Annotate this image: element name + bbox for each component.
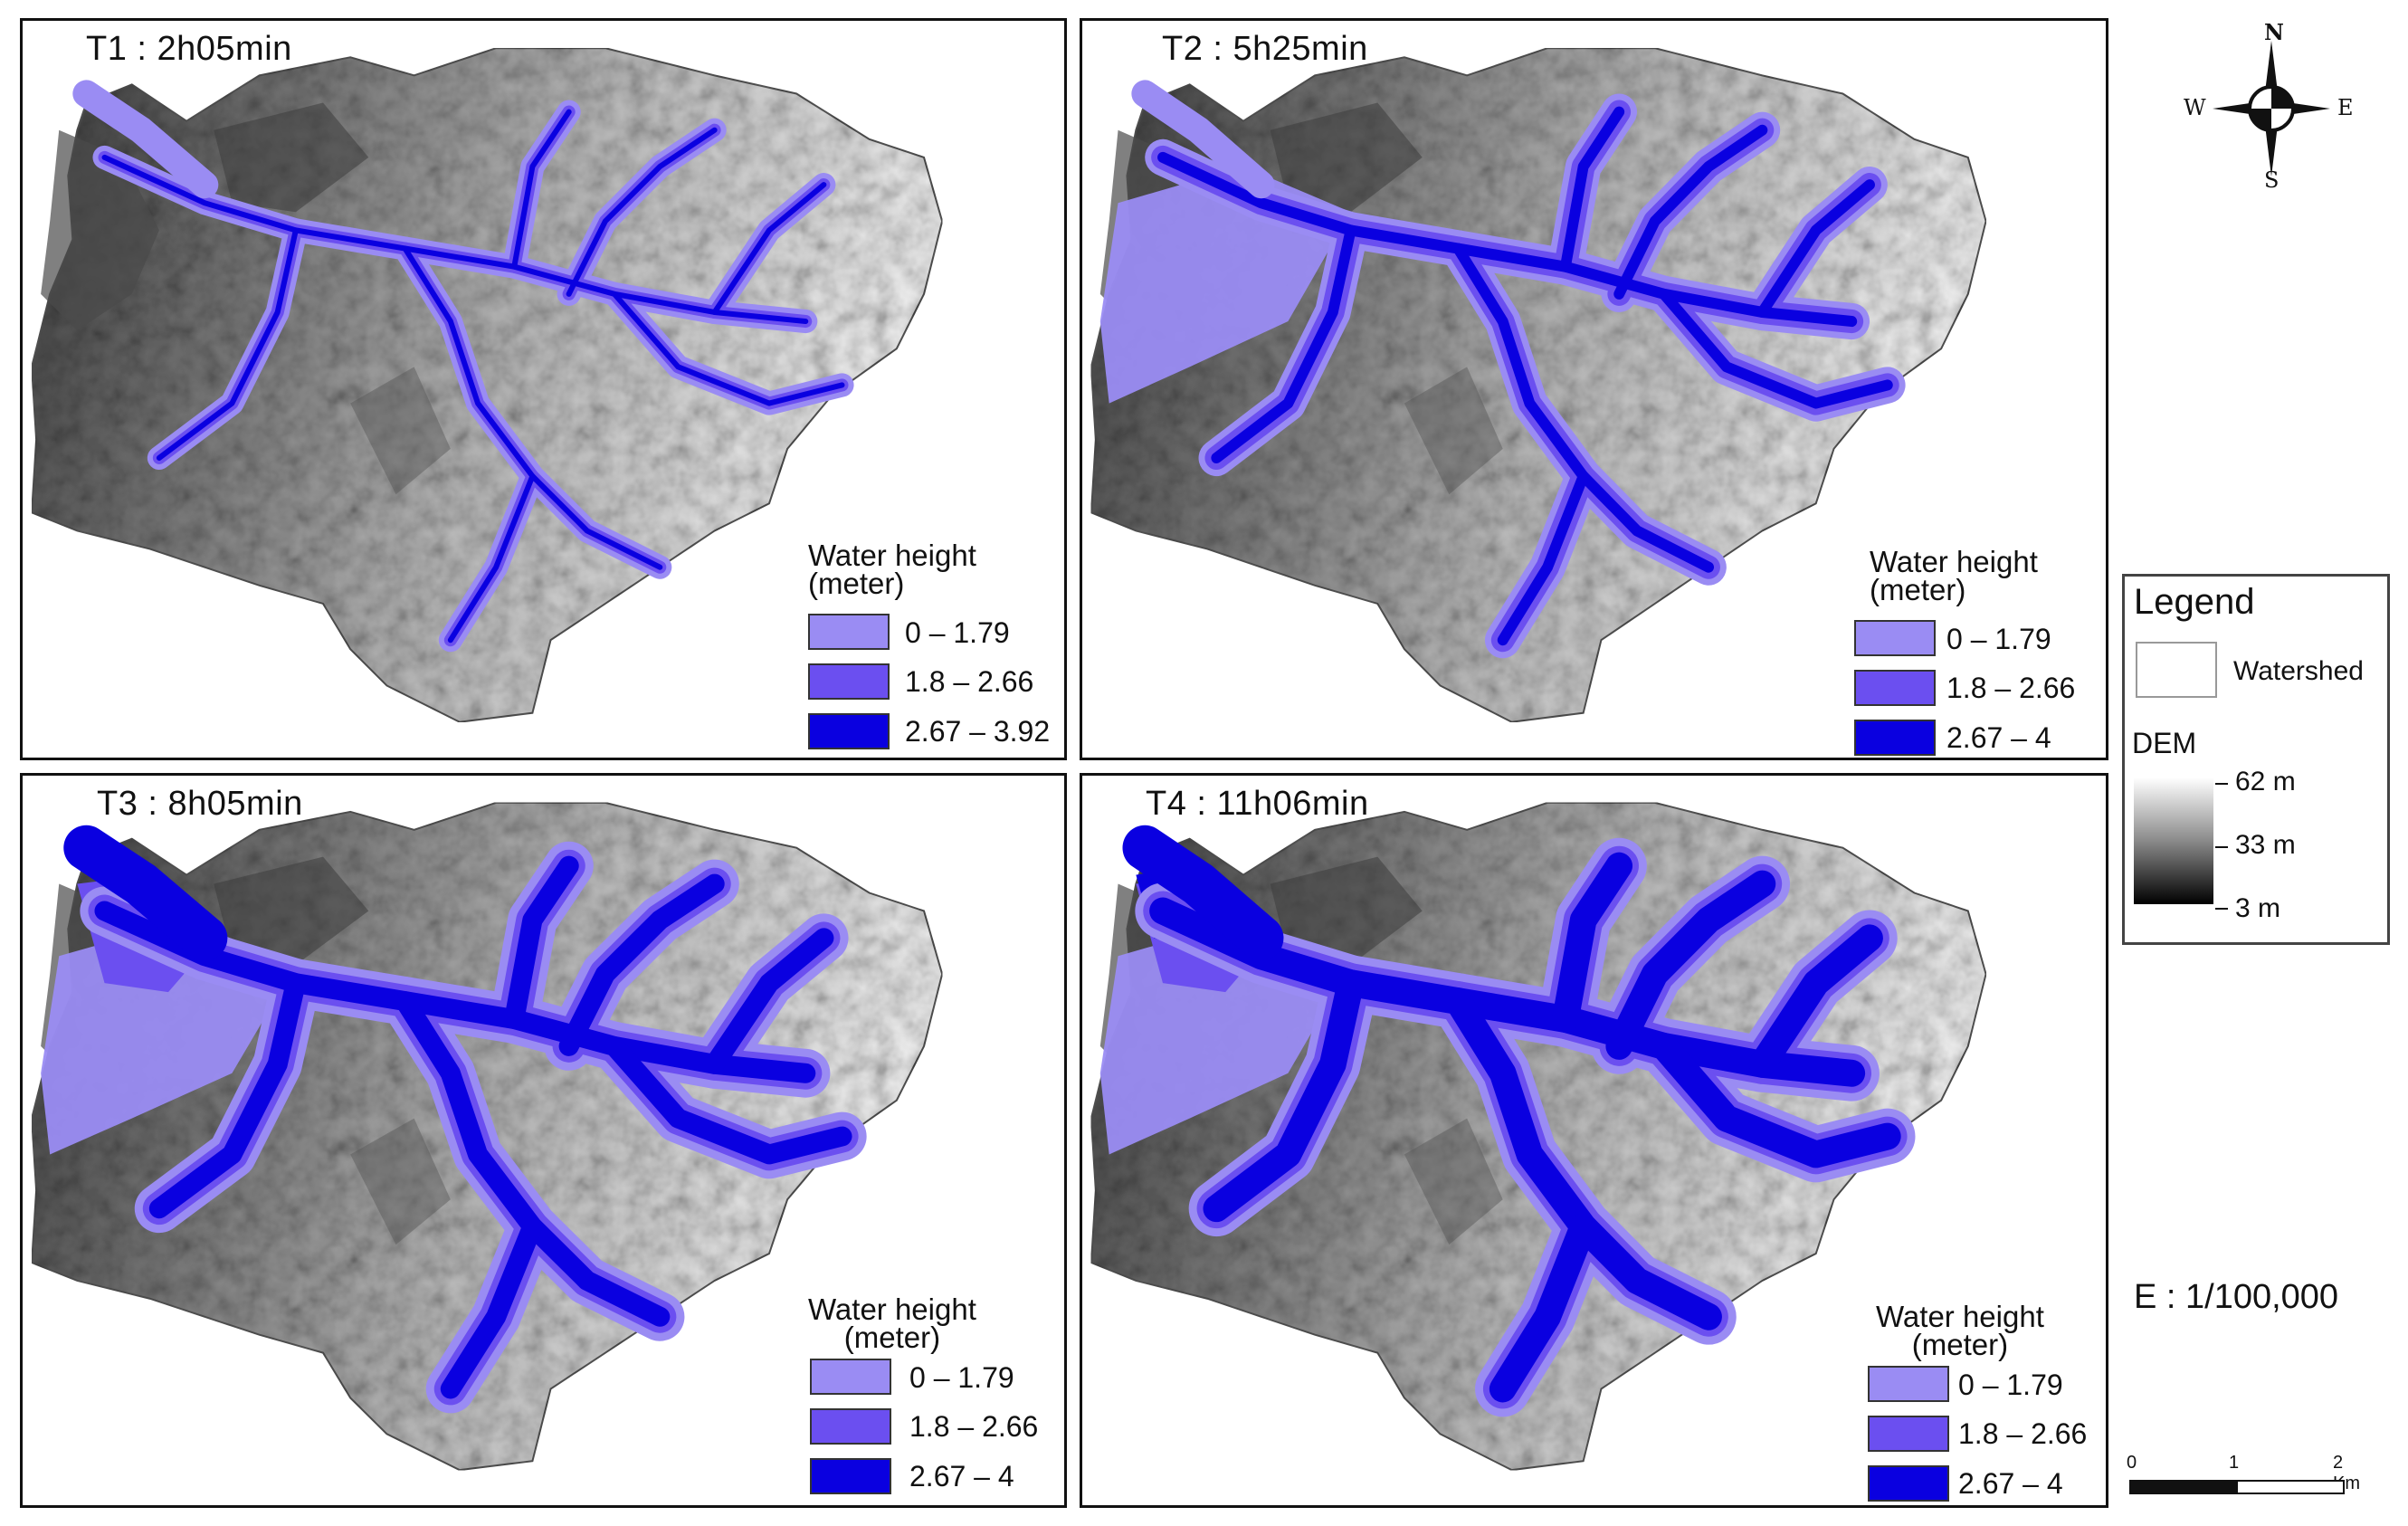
class-label-mid: 1.8 – 2.66: [909, 1410, 1039, 1443]
legend-title: Legend: [2134, 582, 2255, 622]
class-label-low: 0 – 1.79: [909, 1361, 1014, 1394]
scale-bar-mid: 1: [2229, 1453, 2240, 1473]
class-label-mid: 1.8 – 2.66: [1958, 1417, 2088, 1450]
class-label-high: 2.67 – 4: [909, 1460, 1014, 1493]
legend-title-line1: Water height: [808, 539, 976, 572]
map-legend: Legend Watershed DEM 62 m 33 m 3 m: [2122, 574, 2390, 945]
class-swatch-low: [808, 614, 890, 650]
flood-map: [31, 801, 944, 1472]
watershed-swatch: [2136, 642, 2217, 698]
class-swatch-low: [1868, 1366, 1949, 1402]
dem-gradient: [2134, 777, 2213, 904]
panel-title: T2 : 5h25min: [1162, 30, 1368, 68]
scale-bar-start: 0: [2127, 1453, 2137, 1473]
map-panel-t3: T3 : 8h05min Water height (meter) 0 – 1.…: [20, 773, 1067, 1508]
class-label-high: 2.67 – 4: [1958, 1467, 2063, 1500]
dem-tick: [2215, 783, 2228, 785]
legend-title-line1: Water height: [808, 1292, 976, 1326]
class-swatch-high: [1854, 720, 1936, 756]
dem-tick: [2215, 846, 2228, 848]
watershed-label: Watershed: [2233, 656, 2364, 686]
water-height-legend-title: Water height (meter): [1876, 1302, 2044, 1359]
legend-title-line1: Water height: [1876, 1300, 2044, 1333]
class-label-mid: 1.8 – 2.66: [905, 665, 1034, 698]
legend-title-line2: (meter): [843, 1321, 941, 1354]
water-height-legend-title: Water height (meter): [808, 539, 976, 600]
class-swatch-mid: [808, 663, 890, 700]
compass-rose-icon: [2213, 41, 2330, 176]
dem-high-label: 62 m: [2235, 767, 2296, 796]
map-panel-t2: T2 : 5h25min Water height (meter) 0 – 1.…: [1080, 18, 2108, 760]
class-label-mid: 1.8 – 2.66: [1946, 672, 2076, 704]
compass-e: E: [2337, 95, 2354, 120]
map-panel-t4: T4 : 11h06min Water height (meter) 0 – 1…: [1080, 773, 2108, 1508]
class-swatch-high: [810, 1458, 891, 1494]
class-label-low: 0 – 1.79: [905, 616, 1010, 649]
panel-title: T3 : 8h05min: [97, 785, 303, 823]
scale-ratio: E : 1/100,000: [2134, 1278, 2339, 1316]
flood-map: [1090, 801, 1987, 1472]
scale-bar: 0 1 2 Km: [2127, 1453, 2360, 1507]
class-swatch-low: [1854, 620, 1936, 656]
dem-label: DEM: [2132, 727, 2197, 759]
legend-title-line1: Water height: [1870, 545, 2038, 578]
class-swatch-mid: [810, 1408, 891, 1445]
water-height-legend-title: Water height (meter): [1870, 545, 2038, 606]
water-height-legend-title: Water height (meter): [808, 1292, 976, 1354]
class-label-high: 2.67 – 3.92: [905, 715, 1051, 748]
flood-map: [1090, 47, 1987, 723]
compass-n: N: [2264, 19, 2284, 45]
class-swatch-mid: [1854, 670, 1936, 706]
class-label-high: 2.67 – 4: [1946, 721, 2051, 754]
dem-low-label: 3 m: [2235, 893, 2281, 923]
class-swatch-mid: [1868, 1416, 1949, 1452]
dem-mid-label: 33 m: [2235, 830, 2296, 860]
scale-bar-segment-white: [2236, 1480, 2345, 1494]
legend-title-line2: (meter): [1870, 573, 1966, 606]
class-label-low: 0 – 1.79: [1946, 623, 2051, 655]
panel-title: T4 : 11h06min: [1146, 785, 1369, 823]
north-arrow: N S W E: [2176, 19, 2366, 195]
watershed-area: [1090, 47, 1987, 723]
map-panel-t1: T1 : 2h05min Water height (meter) 0 – 1.…: [20, 18, 1067, 760]
class-swatch-low: [810, 1359, 891, 1395]
class-swatch-high: [808, 713, 890, 749]
legend-title-line2: (meter): [1911, 1328, 2009, 1361]
compass-s: S: [2264, 167, 2280, 193]
compass-w: W: [2184, 95, 2206, 120]
class-swatch-high: [1868, 1465, 1949, 1502]
watershed-area: [1090, 801, 1987, 1472]
flood-map: [31, 47, 944, 723]
panel-title: T1 : 2h05min: [86, 30, 292, 68]
dem-tick: [2215, 908, 2228, 910]
class-label-low: 0 – 1.79: [1958, 1369, 2063, 1401]
scale-bar-segment-black: [2129, 1480, 2236, 1494]
watershed-area: [31, 801, 944, 1472]
legend-title-line2: (meter): [808, 567, 905, 600]
watershed-area: [31, 47, 944, 723]
